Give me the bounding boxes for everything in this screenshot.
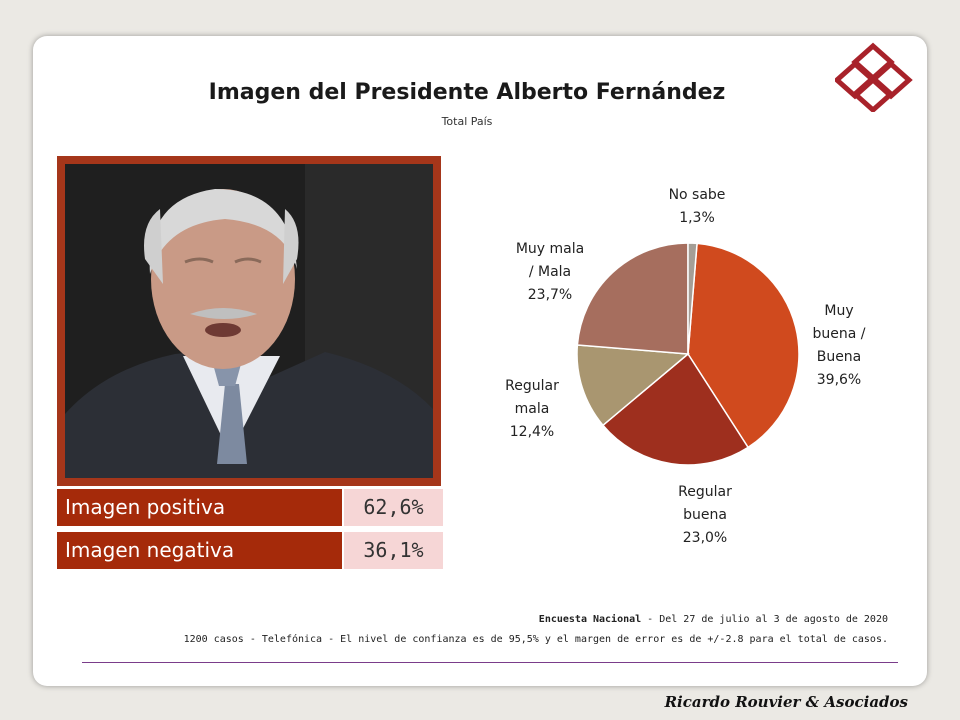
pie-label-regular-buena: Regular buena 23,0% bbox=[660, 481, 750, 550]
footer-divider bbox=[82, 662, 898, 663]
survey-details: 1200 casos - Telefónica - El nivel de co… bbox=[183, 634, 888, 645]
value-label: 12,4% bbox=[509, 424, 555, 440]
pie-label-no-sabe: No sabe 1,3% bbox=[652, 184, 742, 230]
label-line: Muy bbox=[824, 303, 854, 319]
value-label: 1,3% bbox=[679, 210, 715, 226]
label-line: buena / bbox=[812, 326, 866, 342]
president-portrait-photo bbox=[65, 164, 433, 478]
interlocked-diamonds-logo bbox=[835, 42, 913, 112]
photo-frame bbox=[57, 156, 441, 486]
label-line: mala bbox=[514, 401, 550, 417]
survey-dates: - Del 27 de julio al 3 de agosto de 2020 bbox=[641, 614, 888, 625]
chart-subtitle: Total País bbox=[441, 115, 493, 128]
value-label: 39,6% bbox=[816, 372, 862, 388]
label-line: buena bbox=[683, 507, 727, 523]
value-label: 23,0% bbox=[682, 530, 728, 546]
chart-title: Imagen del Presidente Alberto Fernández bbox=[208, 80, 726, 105]
brand-signature: Ricardo Rouvier & Asociados bbox=[664, 693, 908, 711]
label-line: No sabe bbox=[668, 187, 726, 203]
survey-title: Encuesta Nacional bbox=[538, 614, 642, 625]
survey-note: Encuesta Nacional - Del 27 de julio al 3… bbox=[539, 614, 888, 625]
label-line: Muy mala bbox=[515, 241, 585, 257]
pie-label-muy-buena: Muy buena / Buena 39,6% bbox=[800, 300, 878, 392]
stat-row-positive: Imagen positiva 62,6% bbox=[57, 489, 443, 526]
value-label: 23,7% bbox=[527, 287, 573, 303]
stat-label: Imagen negativa bbox=[57, 532, 342, 569]
label-line: Regular bbox=[678, 484, 732, 500]
stat-value: 36,1% bbox=[344, 532, 443, 569]
label-line: Regular bbox=[505, 378, 559, 394]
pie-label-muy-mala: Muy mala / Mala 23,7% bbox=[505, 238, 595, 307]
label-line: Buena bbox=[816, 349, 862, 365]
stat-row-negative: Imagen negativa 36,1% bbox=[57, 532, 443, 569]
pie-label-regular-mala: Regular mala 12,4% bbox=[492, 375, 572, 444]
label-line: / Mala bbox=[528, 264, 572, 280]
stat-value: 62,6% bbox=[344, 489, 443, 526]
stat-label: Imagen positiva bbox=[57, 489, 342, 526]
